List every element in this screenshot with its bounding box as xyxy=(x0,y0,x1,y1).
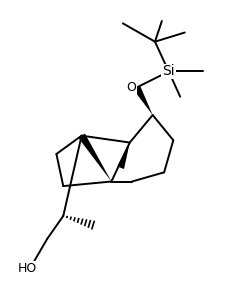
Text: HO: HO xyxy=(18,262,37,275)
Polygon shape xyxy=(133,86,152,115)
Text: O: O xyxy=(125,81,135,94)
Text: Si: Si xyxy=(162,64,174,79)
Polygon shape xyxy=(78,134,111,181)
Polygon shape xyxy=(117,143,129,169)
